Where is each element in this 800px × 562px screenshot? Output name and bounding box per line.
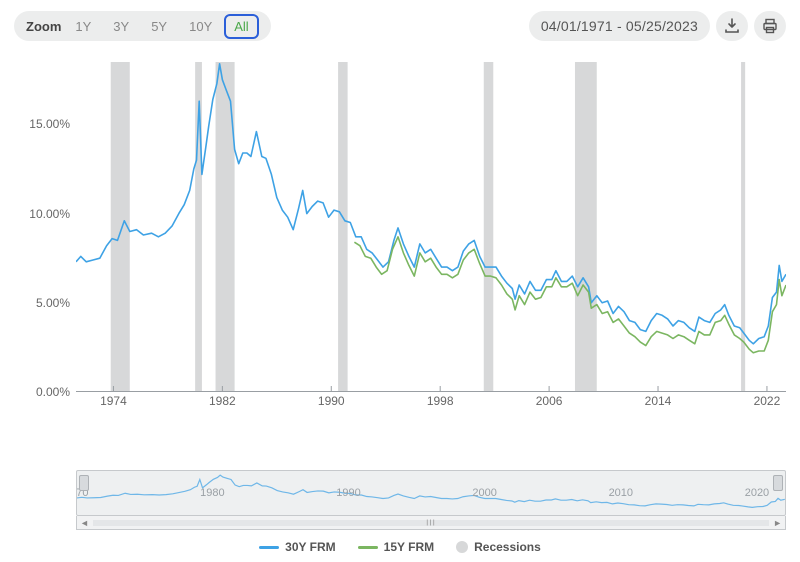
print-icon bbox=[762, 18, 778, 34]
chart-svg bbox=[76, 62, 786, 392]
chart-widget: Zoom 1Y3Y5Y10YAll 04/01/1971 - 05/25/202… bbox=[0, 0, 800, 562]
x-tick: 2014 bbox=[645, 394, 672, 408]
recession-band bbox=[575, 62, 597, 392]
scroll-left-arrow[interactable]: ◄ bbox=[80, 518, 89, 528]
zoom-label: Zoom bbox=[26, 19, 65, 34]
series-30y-frm bbox=[76, 64, 786, 344]
x-tick: 2006 bbox=[536, 394, 563, 408]
legend-item-30y-frm[interactable]: 30Y FRM bbox=[259, 540, 335, 554]
legend-label: 30Y FRM bbox=[285, 540, 335, 554]
legend-swatch bbox=[358, 546, 378, 549]
y-tick: 15.00% bbox=[29, 117, 70, 131]
print-button[interactable] bbox=[754, 11, 786, 41]
y-axis: 0.00%5.00%10.00%15.00% bbox=[14, 62, 76, 392]
zoom-1y[interactable]: 1Y bbox=[65, 14, 101, 39]
scroll-track[interactable]: III bbox=[93, 520, 769, 526]
download-icon bbox=[724, 18, 740, 34]
y-tick: 5.00% bbox=[36, 296, 70, 310]
navigator-scrollbar[interactable]: ◄ III ► bbox=[76, 516, 786, 530]
legend-label: 15Y FRM bbox=[384, 540, 434, 554]
chart-area: 0.00% 5.00% 10.00% 15.00% 1974 1982 1990 1998 2… bbox=[14, 62, 786, 432]
navigator-ticks: 197019801990200020102020 bbox=[77, 471, 785, 515]
legend-item-recessions[interactable]: Recessions bbox=[456, 540, 541, 554]
navigator[interactable]: 197019801990200020102020 bbox=[76, 470, 786, 516]
navigator-wrap: 197019801990200020102020 ◄ III ► bbox=[76, 470, 786, 530]
controls-row: Zoom 1Y3Y5Y10YAll 04/01/1971 - 05/25/202… bbox=[14, 8, 786, 44]
recession-band bbox=[338, 62, 348, 392]
y-tick: 0.00% bbox=[36, 385, 70, 399]
zoom-10y[interactable]: 10Y bbox=[179, 14, 222, 39]
navigator-tick: 2020 bbox=[745, 487, 769, 499]
legend-label: Recessions bbox=[474, 540, 541, 554]
x-axis: 1974 1982 1990 1998 2006 2014 2022 bbox=[76, 394, 786, 414]
navigator-tick: 1990 bbox=[336, 487, 360, 499]
x-tick: 1998 bbox=[427, 394, 454, 408]
download-button[interactable] bbox=[716, 11, 748, 41]
zoom-group-pill: Zoom 1Y3Y5Y10YAll bbox=[14, 11, 271, 41]
legend-swatch bbox=[259, 546, 279, 549]
zoom-3y[interactable]: 3Y bbox=[103, 14, 139, 39]
zoom-all[interactable]: All bbox=[224, 14, 258, 39]
x-tick: 1990 bbox=[318, 394, 345, 408]
legend: 30Y FRM 15Y FRM Recessions bbox=[14, 540, 786, 554]
x-tick: 2022 bbox=[754, 394, 781, 408]
navigator-handle-right[interactable] bbox=[773, 475, 783, 491]
plot-area[interactable]: 1974198219901998200620142022 bbox=[76, 62, 786, 392]
zoom-5y[interactable]: 5Y bbox=[141, 14, 177, 39]
x-tick: 1974 bbox=[100, 394, 127, 408]
series-15y-frm bbox=[354, 237, 786, 353]
navigator-tick: 2000 bbox=[472, 487, 496, 499]
date-range-display[interactable]: 04/01/1971 - 05/25/2023 bbox=[529, 11, 710, 41]
y-tick: 10.00% bbox=[29, 207, 70, 221]
navigator-handle-left[interactable] bbox=[79, 475, 89, 491]
scroll-grip-icon: III bbox=[426, 518, 436, 527]
legend-swatch bbox=[456, 541, 468, 553]
legend-item-15y-frm[interactable]: 15Y FRM bbox=[358, 540, 434, 554]
navigator-tick: 1980 bbox=[200, 487, 224, 499]
x-tick: 1982 bbox=[209, 394, 236, 408]
recession-band bbox=[484, 62, 494, 392]
navigator-tick: 2010 bbox=[609, 487, 633, 499]
scroll-right-arrow[interactable]: ► bbox=[773, 518, 782, 528]
zoom-buttons: 1Y3Y5Y10YAll bbox=[65, 14, 258, 39]
